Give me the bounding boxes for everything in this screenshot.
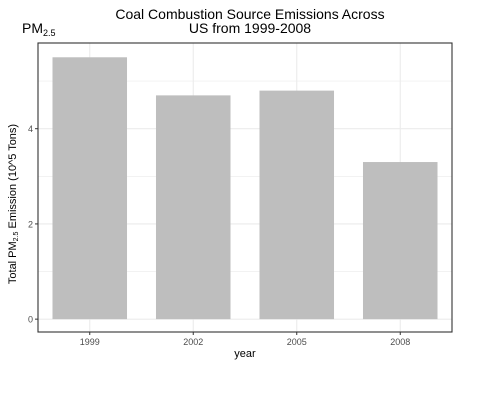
- x-tick-label: 2005: [287, 337, 307, 347]
- subtitle-base: PM: [22, 20, 43, 36]
- chart-subtitle: PM2.5: [22, 20, 56, 38]
- y-axis-label-suffix: Emission (10^5 Tons): [7, 123, 19, 232]
- y-tick-label: 4: [28, 124, 33, 134]
- bar-2002: [155, 95, 231, 320]
- x-tick-label: 1999: [80, 337, 100, 347]
- y-tick-label: 0: [28, 315, 33, 325]
- y-axis-label-subscript: 2.5: [13, 231, 20, 242]
- chart-title-line-2: US from 1999-2008: [0, 20, 500, 36]
- chart-title-line-1: Coal Combustion Source Emissions Across: [0, 6, 500, 22]
- y-axis-label: Total PM2.5 Emission (10^5 Tons): [7, 94, 21, 314]
- y-tick-label: 2: [28, 219, 33, 229]
- bar-1999: [52, 57, 128, 320]
- bar-2005: [259, 90, 335, 320]
- bar-2008: [362, 162, 438, 320]
- x-tick-label: 2002: [183, 337, 203, 347]
- plot-border: [37, 42, 453, 333]
- subtitle-subscript: 2.5: [43, 28, 56, 38]
- y-axis-label-prefix: Total PM: [7, 241, 19, 285]
- x-axis-label: year: [234, 348, 256, 360]
- chart-title-text-1: Coal Combustion Source Emissions Across: [115, 6, 385, 22]
- x-tick-label: 2008: [390, 337, 410, 347]
- chart-title-text-2: US from 1999-2008: [188, 20, 312, 36]
